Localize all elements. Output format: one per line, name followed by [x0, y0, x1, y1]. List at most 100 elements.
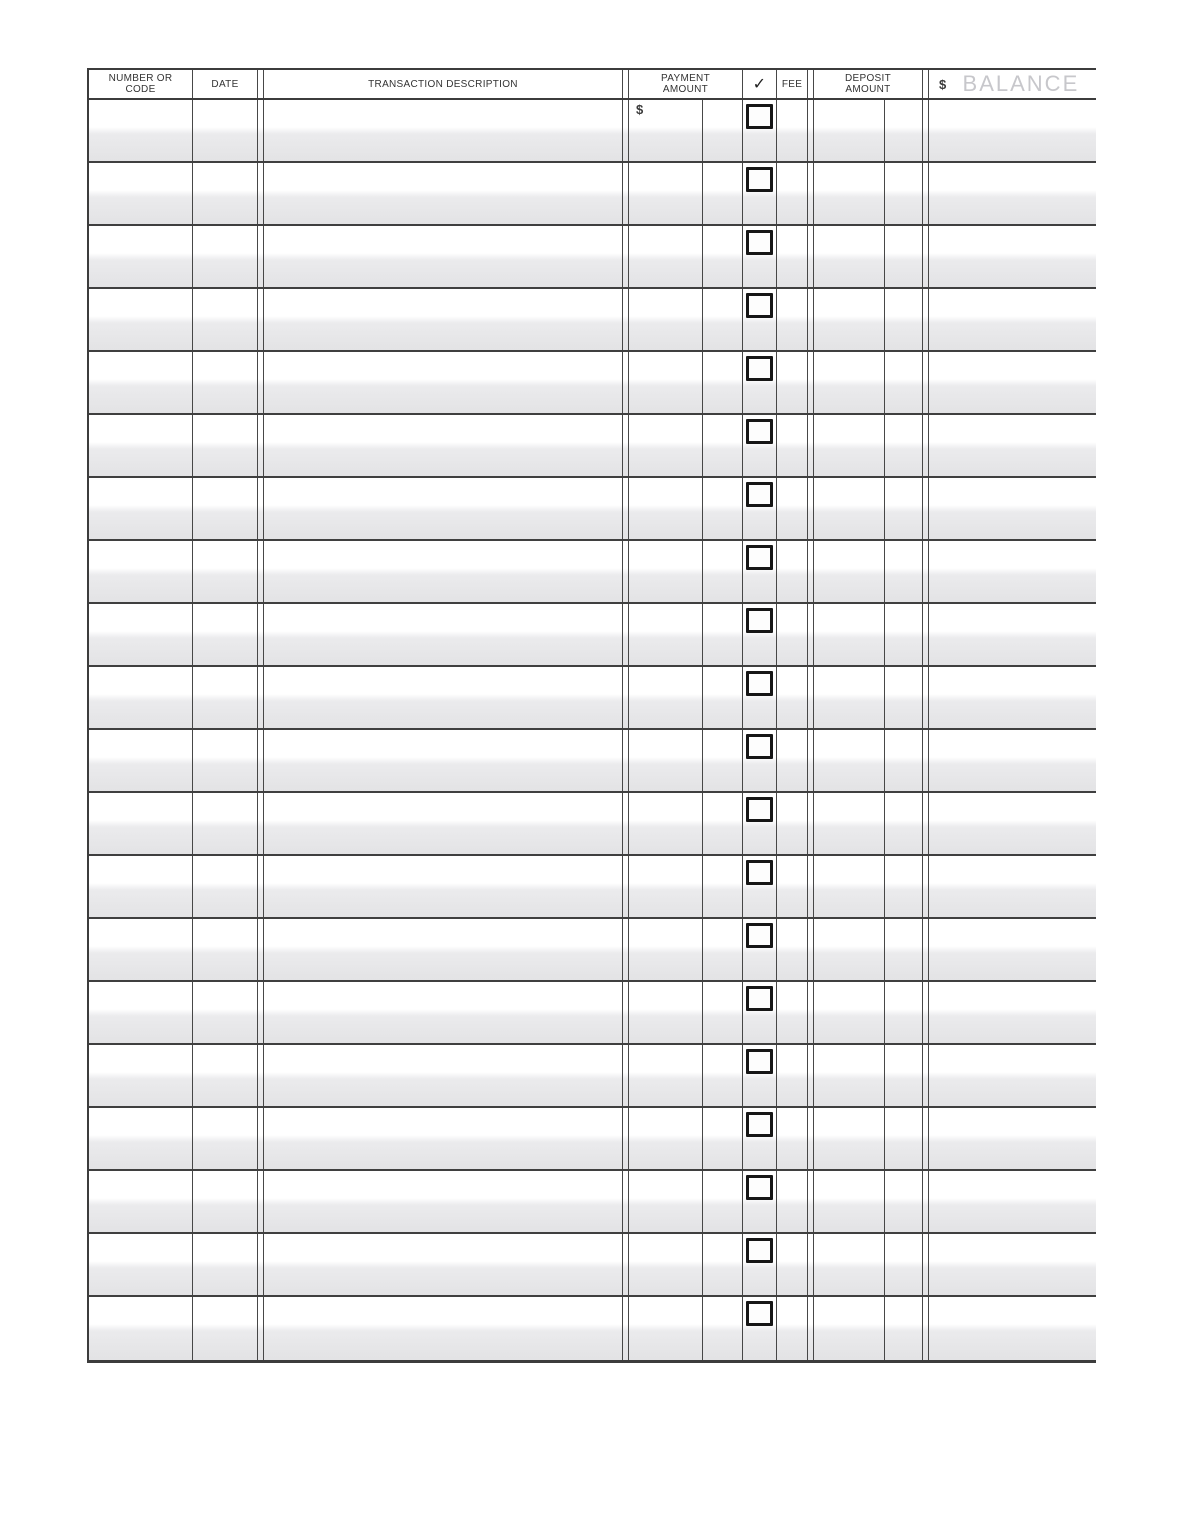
deposit-dollars-cell[interactable] — [814, 541, 884, 602]
payment-dollars-cell[interactable] — [629, 730, 702, 791]
deposit-cents-cell[interactable] — [884, 793, 922, 854]
fee-cell[interactable] — [776, 667, 807, 728]
deposit-cents-cell[interactable] — [884, 478, 922, 539]
fee-cell[interactable] — [776, 1108, 807, 1169]
balance-cell[interactable] — [929, 1171, 1094, 1232]
number-code-cell[interactable] — [89, 415, 192, 476]
fee-cell[interactable] — [776, 289, 807, 350]
deposit-dollars-cell[interactable] — [814, 730, 884, 791]
balance-cell[interactable] — [929, 541, 1094, 602]
balance-cell[interactable] — [929, 919, 1094, 980]
payment-cents-cell[interactable] — [702, 1171, 742, 1232]
payment-dollars-cell[interactable]: $ — [629, 100, 702, 161]
deposit-dollars-cell[interactable] — [814, 982, 884, 1043]
payment-dollars-cell[interactable] — [629, 1045, 702, 1106]
payment-cents-cell[interactable] — [702, 415, 742, 476]
payment-dollars-cell[interactable] — [629, 1171, 702, 1232]
number-code-cell[interactable] — [89, 730, 192, 791]
payment-cents-cell[interactable] — [702, 226, 742, 287]
payment-cents-cell[interactable] — [702, 982, 742, 1043]
deposit-cents-cell[interactable] — [884, 1045, 922, 1106]
deposit-cents-cell[interactable] — [884, 919, 922, 980]
payment-dollars-cell[interactable] — [629, 289, 702, 350]
fee-cell[interactable] — [776, 478, 807, 539]
balance-cell[interactable] — [929, 226, 1094, 287]
balance-cell[interactable] — [929, 982, 1094, 1043]
number-code-cell[interactable] — [89, 1171, 192, 1232]
deposit-cents-cell[interactable] — [884, 982, 922, 1043]
fee-cell[interactable] — [776, 919, 807, 980]
number-code-cell[interactable] — [89, 1297, 192, 1360]
number-code-cell[interactable] — [89, 793, 192, 854]
fee-cell[interactable] — [776, 1297, 807, 1360]
payment-cents-cell[interactable] — [702, 352, 742, 413]
fee-cell[interactable] — [776, 1045, 807, 1106]
payment-cents-cell[interactable] — [702, 604, 742, 665]
number-code-cell[interactable] — [89, 667, 192, 728]
date-cell[interactable] — [192, 604, 257, 665]
cleared-checkbox[interactable] — [746, 671, 773, 696]
deposit-dollars-cell[interactable] — [814, 856, 884, 917]
payment-cents-cell[interactable] — [702, 1234, 742, 1295]
date-cell[interactable] — [192, 1171, 257, 1232]
balance-cell[interactable] — [929, 604, 1094, 665]
date-cell[interactable] — [192, 541, 257, 602]
fee-cell[interactable] — [776, 1234, 807, 1295]
cleared-checkbox[interactable] — [746, 482, 773, 507]
deposit-cents-cell[interactable] — [884, 667, 922, 728]
payment-dollars-cell[interactable] — [629, 352, 702, 413]
cleared-checkbox[interactable] — [746, 1112, 773, 1137]
cleared-checkbox[interactable] — [746, 545, 773, 570]
date-cell[interactable] — [192, 982, 257, 1043]
payment-dollars-cell[interactable] — [629, 856, 702, 917]
deposit-dollars-cell[interactable] — [814, 100, 884, 161]
number-code-cell[interactable] — [89, 604, 192, 665]
payment-dollars-cell[interactable] — [629, 541, 702, 602]
number-code-cell[interactable] — [89, 163, 192, 224]
fee-cell[interactable] — [776, 982, 807, 1043]
payment-cents-cell[interactable] — [702, 667, 742, 728]
number-code-cell[interactable] — [89, 919, 192, 980]
deposit-dollars-cell[interactable] — [814, 352, 884, 413]
deposit-cents-cell[interactable] — [884, 289, 922, 350]
date-cell[interactable] — [192, 919, 257, 980]
payment-cents-cell[interactable] — [702, 1297, 742, 1360]
cleared-checkbox[interactable] — [746, 230, 773, 255]
date-cell[interactable] — [192, 163, 257, 224]
fee-cell[interactable] — [776, 541, 807, 602]
fee-cell[interactable] — [776, 793, 807, 854]
deposit-dollars-cell[interactable] — [814, 1171, 884, 1232]
fee-cell[interactable] — [776, 856, 807, 917]
date-cell[interactable] — [192, 667, 257, 728]
payment-cents-cell[interactable] — [702, 100, 742, 161]
description-cell[interactable] — [264, 541, 622, 602]
balance-cell[interactable] — [929, 1297, 1094, 1360]
number-code-cell[interactable] — [89, 226, 192, 287]
fee-cell[interactable] — [776, 352, 807, 413]
payment-dollars-cell[interactable] — [629, 163, 702, 224]
deposit-dollars-cell[interactable] — [814, 1108, 884, 1169]
balance-cell[interactable] — [929, 1234, 1094, 1295]
deposit-dollars-cell[interactable] — [814, 163, 884, 224]
payment-cents-cell[interactable] — [702, 919, 742, 980]
deposit-cents-cell[interactable] — [884, 1171, 922, 1232]
fee-cell[interactable] — [776, 604, 807, 665]
cleared-checkbox[interactable] — [746, 1238, 773, 1263]
balance-cell[interactable] — [929, 1045, 1094, 1106]
payment-cents-cell[interactable] — [702, 478, 742, 539]
description-cell[interactable] — [264, 226, 622, 287]
description-cell[interactable] — [264, 667, 622, 728]
balance-cell[interactable] — [929, 478, 1094, 539]
date-cell[interactable] — [192, 226, 257, 287]
description-cell[interactable] — [264, 604, 622, 665]
deposit-dollars-cell[interactable] — [814, 919, 884, 980]
deposit-cents-cell[interactable] — [884, 1297, 922, 1360]
date-cell[interactable] — [192, 1297, 257, 1360]
deposit-cents-cell[interactable] — [884, 1234, 922, 1295]
number-code-cell[interactable] — [89, 352, 192, 413]
number-code-cell[interactable] — [89, 1234, 192, 1295]
deposit-cents-cell[interactable] — [884, 541, 922, 602]
deposit-dollars-cell[interactable] — [814, 667, 884, 728]
deposit-cents-cell[interactable] — [884, 415, 922, 476]
payment-dollars-cell[interactable] — [629, 1297, 702, 1360]
